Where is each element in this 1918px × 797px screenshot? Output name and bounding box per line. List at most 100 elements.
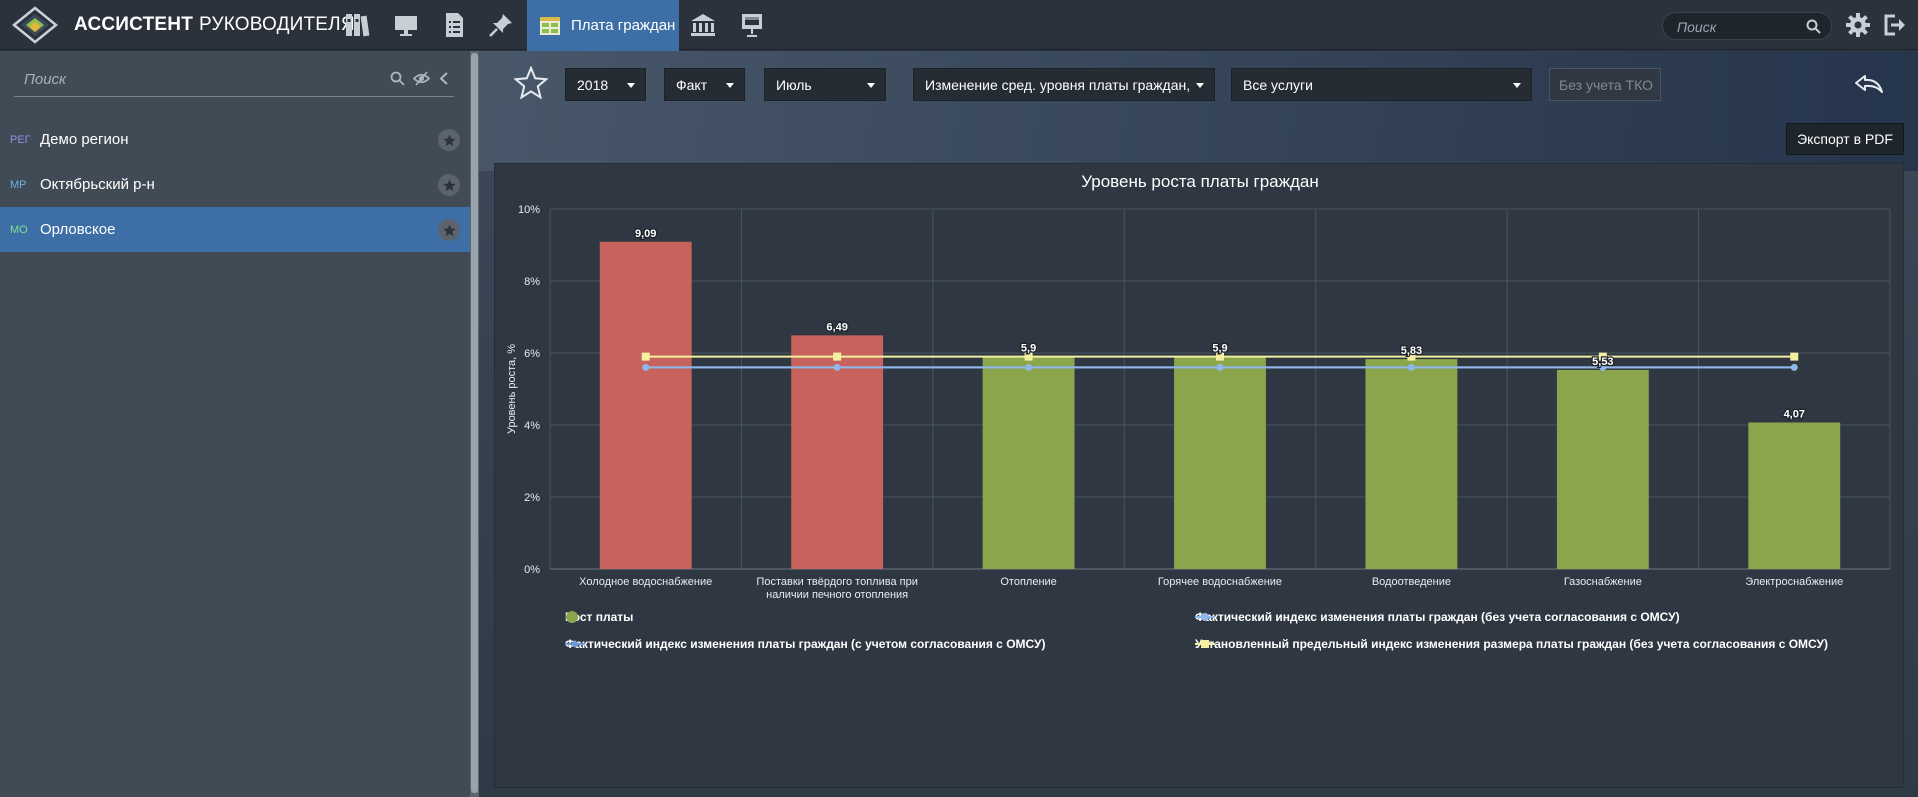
tab-plata-grazhdan[interactable]: Плата граждан (527, 0, 679, 51)
search-icon[interactable] (1806, 19, 1821, 34)
legend-item-fact-no-omsu[interactable]: Фактический индекс изменения платы гражд… (1195, 610, 1680, 624)
line-point-circle (1599, 363, 1607, 371)
tko-toggle[interactable]: Без учета ТКО (1549, 68, 1661, 101)
service-select[interactable]: Все услуги (1231, 68, 1532, 101)
legend-label: Фактический индекс изменения платы гражд… (565, 637, 1046, 651)
main-content: 2018 Факт Июль Изменение сред. уровня пл… (479, 51, 1918, 797)
top-bar: АССИСТЕНТ РУКОВОДИТЕЛЯ Плата граждан (0, 0, 1918, 51)
bar-data-label: 6,49 (826, 321, 847, 333)
search-icon[interactable] (390, 71, 405, 86)
app-logo-icon[interactable] (12, 6, 58, 44)
line-point-circle (642, 363, 650, 371)
top-search[interactable] (1662, 12, 1832, 40)
indicator-select[interactable]: Изменение сред. уровня платы граждан, % (913, 68, 1215, 101)
month-select[interactable]: Июль (764, 68, 886, 101)
legend-item-fact-omsu[interactable]: Фактический индекс изменения платы гражд… (565, 637, 1046, 651)
bar-data-label: 4,07 (1784, 408, 1805, 420)
bar-data-label: 5,9 (1212, 343, 1227, 355)
line-point-circle (1407, 363, 1415, 371)
chevron-down-icon (1513, 83, 1521, 88)
sidebar-scrollbar[interactable] (470, 51, 479, 797)
sidebar-item-tag: РЕГ (10, 133, 31, 146)
legend-item-growth[interactable]: Рост платы (565, 610, 633, 624)
filter-bar: 2018 Факт Июль Изменение сред. уровня пл… (479, 51, 1918, 121)
bar (982, 356, 1075, 569)
favorite-star-icon[interactable] (438, 129, 460, 151)
monitor-icon[interactable] (391, 10, 421, 40)
sidebar-item-oktyabrsky[interactable]: МР Октябрьский р-н (0, 162, 470, 207)
collapse-chevron-icon[interactable] (438, 71, 450, 86)
back-arrow-icon[interactable] (1854, 74, 1884, 96)
presentation-icon[interactable] (737, 10, 767, 40)
checklist-icon[interactable] (439, 10, 469, 40)
institution-icon[interactable] (688, 10, 718, 40)
mode-select[interactable]: Факт (664, 68, 745, 101)
sidebar-scrollbar-thumb[interactable] (471, 53, 478, 793)
year-select-value: 2018 (577, 76, 609, 93)
sidebar-item-label: Октябрьский р-н (40, 176, 155, 193)
logout-icon[interactable] (1882, 13, 1906, 37)
x-category-label: Отопление (1000, 576, 1056, 588)
sidebar: РЕГ Демо регион МР Октябрьский р-н МО Ор… (0, 51, 470, 797)
binders-icon[interactable] (343, 10, 373, 40)
service-select-value: Все услуги (1243, 76, 1313, 93)
brand-bold-text: АССИСТЕНТ (74, 14, 194, 35)
sidebar-search-input[interactable] (24, 68, 384, 90)
chevron-down-icon (1196, 83, 1204, 88)
bar (791, 335, 884, 569)
x-category-label: Поставки твёрдого топлива при (756, 576, 917, 588)
line-point-square (1790, 352, 1799, 361)
chevron-down-icon (726, 83, 734, 88)
sidebar-item-tag: МР (10, 178, 27, 191)
favorite-star-icon[interactable] (438, 219, 460, 241)
bar (1556, 369, 1649, 569)
y-tick-label: 4% (524, 420, 540, 432)
export-pdf-button[interactable]: Экспорт в PDF (1786, 123, 1904, 155)
line-point-circle (833, 363, 841, 371)
month-select-value: Июль (776, 76, 812, 93)
sidebar-item-label: Орловское (40, 221, 116, 238)
hide-eye-icon[interactable] (413, 71, 430, 86)
line-point-square (1598, 352, 1607, 361)
bar-data-label: 5,9 (1021, 343, 1036, 355)
chevron-down-icon (627, 83, 635, 88)
sidebar-search[interactable] (14, 61, 454, 97)
legend-label: Рост платы (565, 610, 634, 624)
bar (1174, 356, 1266, 569)
legend-line-square-marker (1195, 640, 1215, 648)
mode-select-value: Факт (676, 76, 708, 93)
chart-title: Уровень роста платы граждан (1081, 172, 1319, 191)
x-category-label: Газоснабжение (1564, 576, 1642, 588)
app-brand: АССИСТЕНТ РУКОВОДИТЕЛЯ (74, 14, 355, 36)
favorite-star-icon[interactable] (438, 174, 460, 196)
sidebar-item-tag: МО (10, 223, 28, 236)
favorite-star-icon[interactable] (514, 66, 548, 100)
line-point-square (1216, 352, 1224, 361)
line-point-circle (1216, 363, 1224, 371)
legend-line-circle-marker (1195, 613, 1215, 621)
bar-data-label: 9,09 (635, 228, 656, 240)
line-point-circle (1025, 363, 1033, 371)
line-point-square (1407, 352, 1416, 361)
top-search-input[interactable] (1677, 17, 1797, 37)
chevron-down-icon (867, 83, 875, 88)
x-category-label: Водоотведение (1372, 576, 1451, 588)
y-tick-label: 2% (524, 492, 540, 504)
legend-label: Фактический индекс изменения платы гражд… (1195, 610, 1680, 624)
year-select[interactable]: 2018 (565, 68, 646, 101)
sidebar-item-orlovskoe[interactable]: МО Орловское (0, 207, 470, 252)
chart-panel: Уровень роста платы граждан 0% 2% 4% 6% 8% 10… (494, 163, 1904, 788)
bar-data-label: 5,83 (1401, 345, 1422, 357)
legend-item-limit-index[interactable]: Установленный предельный индекс изменени… (1195, 637, 1828, 651)
x-category-label: Холодное водоснабжение (579, 576, 712, 588)
bar (1748, 422, 1841, 569)
sidebar-item-label: Демо регион (40, 131, 129, 148)
line-point-square (833, 352, 842, 361)
pin-icon[interactable] (486, 10, 516, 40)
gear-icon[interactable] (1846, 13, 1870, 37)
bar-chart: 0% 2% 4% 6% 8% 10% Уровень роста, % 9,09 6,49 5,9… (506, 204, 1891, 601)
brand-light-text: РУКОВОДИТЕЛЯ (199, 14, 355, 35)
sidebar-item-demo-region[interactable]: РЕГ Демо регион (0, 117, 470, 162)
payment-table-icon (540, 16, 560, 35)
y-tick-label: 10% (518, 204, 540, 216)
